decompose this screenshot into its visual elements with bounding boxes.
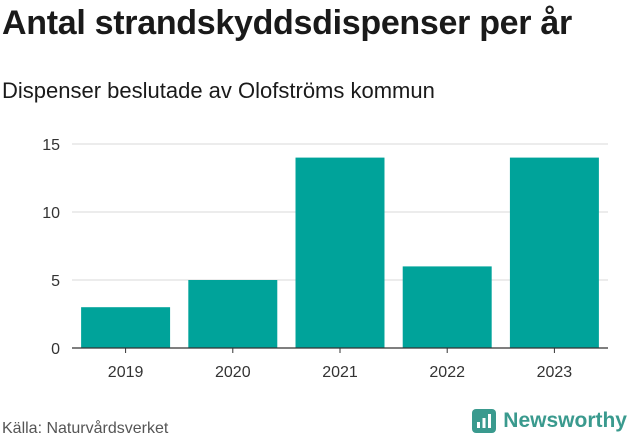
y-tick-label: 5: [51, 273, 60, 290]
x-tick-label: 2019: [108, 364, 144, 381]
y-tick-label: 10: [42, 205, 60, 222]
bar-chart: 0 5 10 15 2019 2020 2021 2022 2023: [42, 137, 608, 381]
x-tick-label: 2023: [537, 364, 573, 381]
bar: [402, 266, 492, 348]
x-tick-label: 2021: [322, 364, 358, 381]
brand-logo: Newsworthy: [471, 408, 627, 434]
y-tick-label: 0: [51, 341, 60, 358]
source-note: Källa: Naturvårdsverket: [2, 420, 169, 437]
brand-name: Newsworthy: [503, 409, 627, 432]
y-tick-label: 15: [42, 137, 60, 154]
chart-subtitle: Dispenser beslutade av Olofströms kommun: [2, 78, 435, 103]
x-tick-label: 2022: [429, 364, 465, 381]
chart-title: Antal strandskyddsdispenser per år: [2, 4, 572, 42]
bar: [509, 157, 599, 348]
bar: [81, 307, 171, 348]
x-tick-label: 2020: [215, 364, 251, 381]
bar: [295, 157, 385, 348]
newsworthy-logo-icon: [472, 409, 497, 433]
bar: [188, 280, 278, 348]
